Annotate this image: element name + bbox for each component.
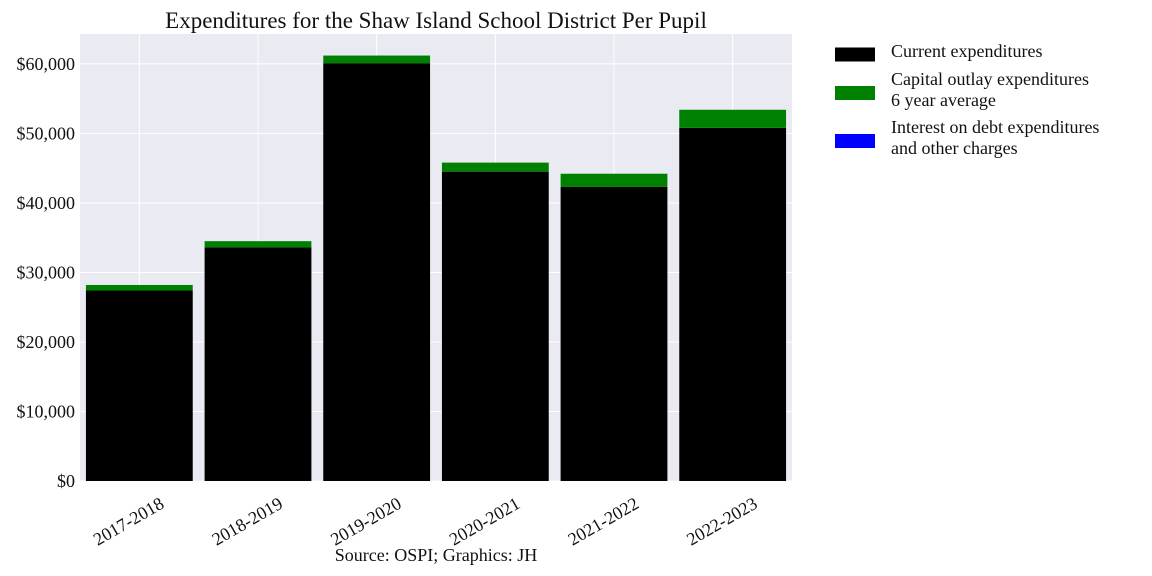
chart-title: Expenditures for the Shaw Island School … <box>165 8 707 33</box>
x-axis-ticks: 2017-2018 2018-2019 2019-2020 2020-2021 2021… <box>90 493 761 549</box>
legend-label: Interest on debt expenditures and other c… <box>891 117 1099 158</box>
bar-current-expenditures-2022-2023 <box>679 127 787 481</box>
y-tick-label: $50,000 <box>17 123 76 143</box>
legend: Current expenditures Capital outlay expen… <box>835 41 1099 158</box>
bar-capital-outlay-expenditures-2021-2022 <box>560 173 668 187</box>
y-axis-ticks: $0 $10,000 $20,000 $30,000 $40,000 $50,000 $60… <box>17 54 76 491</box>
legend-label: Current expenditures <box>891 41 1042 61</box>
x-tick-label: 2020-2021 <box>446 493 524 549</box>
bar-current-expenditures-2021-2022 <box>560 186 668 482</box>
bar-capital-outlay-expenditures-2017-2018 <box>85 284 193 291</box>
bar-current-expenditures-2017-2018 <box>85 290 193 481</box>
bar-current-expenditures-2020-2021 <box>441 171 549 481</box>
legend-swatch <box>835 134 875 148</box>
y-tick-label: $10,000 <box>17 401 76 421</box>
source-note: Source: OSPI; Graphics: JH <box>335 545 537 565</box>
y-tick-label: $30,000 <box>17 262 76 282</box>
bar-capital-outlay-expenditures-2022-2023 <box>679 109 787 128</box>
x-tick-label: 2018-2019 <box>208 493 286 549</box>
legend-item-interest-on-debt-expenditures: Interest on debt expenditures and other c… <box>835 117 1099 158</box>
plot-area <box>80 34 792 481</box>
y-tick-label: $60,000 <box>17 54 76 74</box>
x-tick-label: 2019-2020 <box>327 493 405 549</box>
legend-swatch <box>835 47 875 62</box>
y-tick-label: $20,000 <box>17 332 76 352</box>
legend-item-capital-outlay-expenditures: Capital outlay expenditures 6 year averag… <box>835 69 1089 110</box>
x-tick-label: 2021-2022 <box>564 493 642 549</box>
y-tick-label: $0 <box>57 471 75 491</box>
bar-capital-outlay-expenditures-2019-2020 <box>323 55 431 64</box>
bar-current-expenditures-2019-2020 <box>323 63 431 481</box>
legend-label: Capital outlay expenditures 6 year averag… <box>891 69 1089 110</box>
x-tick-label: 2022-2023 <box>683 493 761 549</box>
bar-capital-outlay-expenditures-2020-2021 <box>441 162 549 172</box>
x-tick-label: 2017-2018 <box>90 493 168 549</box>
bar-capital-outlay-expenditures-2018-2019 <box>204 241 312 248</box>
legend-swatch <box>835 86 875 100</box>
bar-current-expenditures-2018-2019 <box>204 247 312 481</box>
bars <box>85 55 787 482</box>
legend-item-current-expenditures: Current expenditures <box>835 41 1042 62</box>
y-tick-label: $40,000 <box>17 193 76 213</box>
